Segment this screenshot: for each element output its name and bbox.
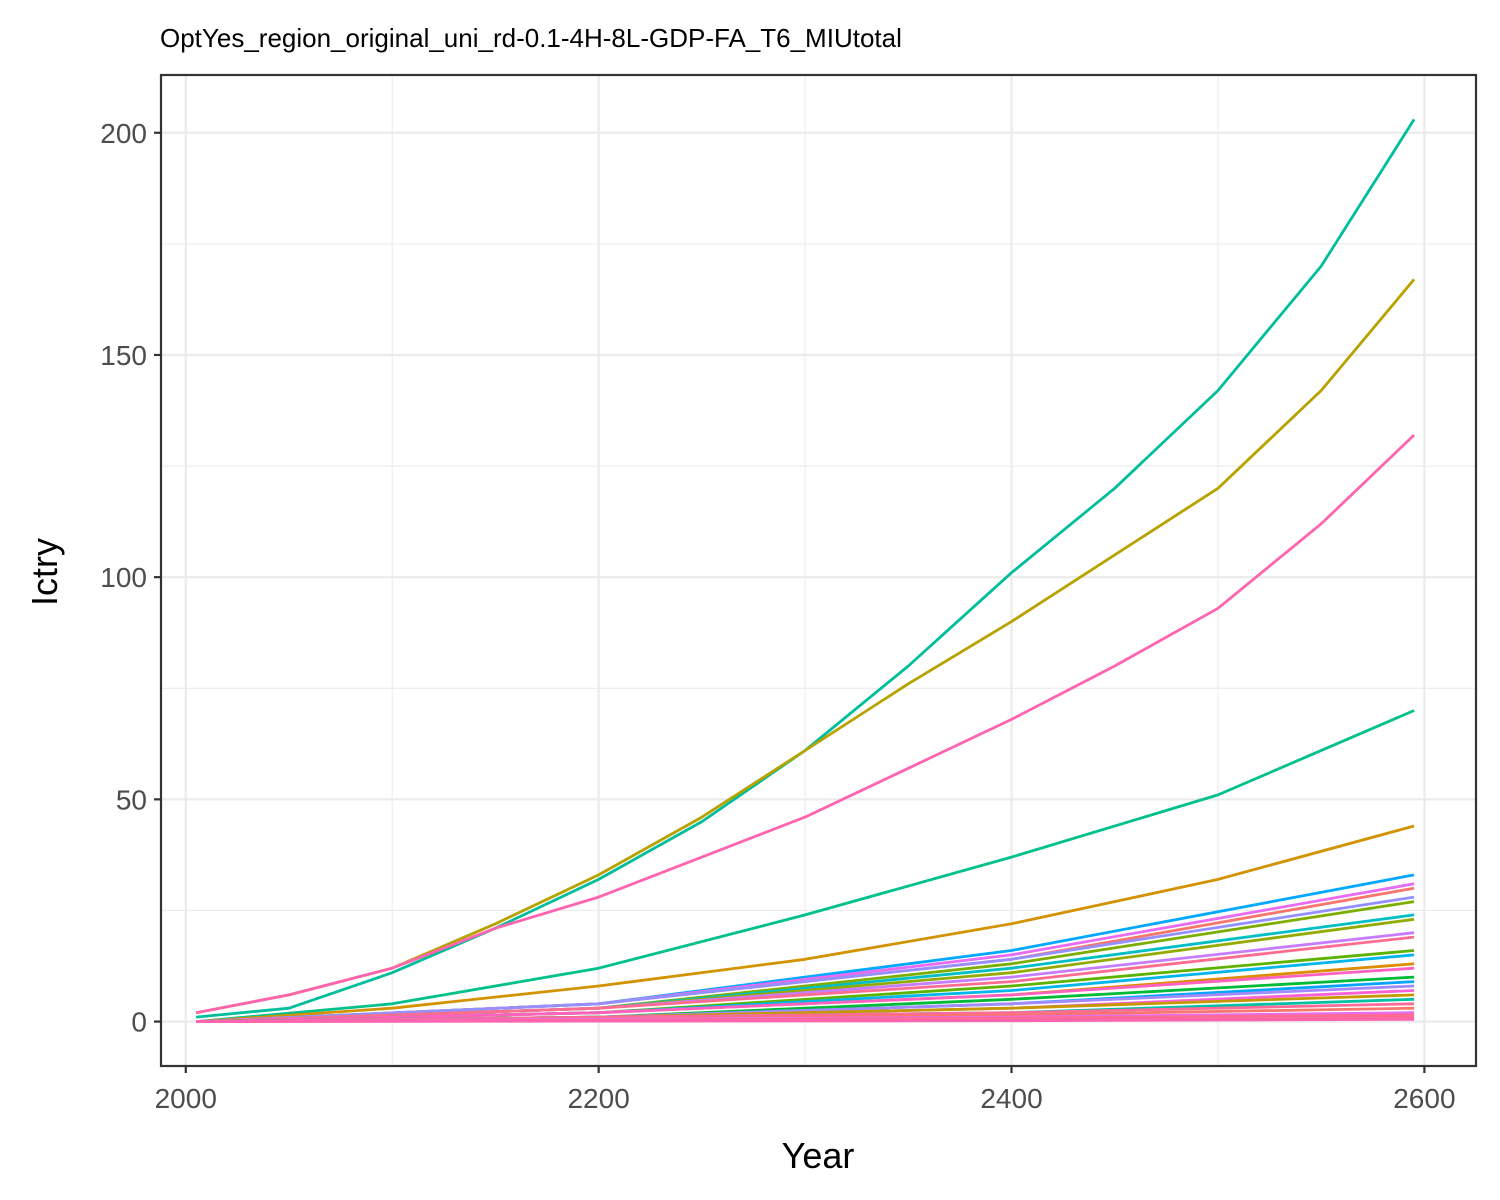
- series-line-14: [196, 935, 1415, 1023]
- series-line-3: [195, 433, 1416, 1015]
- series-line-9: [196, 895, 1415, 1023]
- x-tick-label: 2200: [567, 1083, 629, 1114]
- series-line-30: [196, 1017, 1415, 1023]
- grid: [161, 75, 1476, 1066]
- axis-ticks: 2000 2200 2400 2600 0 50 100 150 200: [100, 118, 1455, 1114]
- x-tick-label: 2600: [1393, 1083, 1455, 1114]
- x-tick-label: 2400: [980, 1083, 1042, 1114]
- series-line-18: [196, 966, 1415, 1023]
- panel-background: [161, 75, 1476, 1066]
- y-tick-label: 100: [100, 562, 147, 593]
- y-axis-title: Ictry: [24, 538, 65, 606]
- chart-title: OptYes_region_original_uni_rd-0.1-4H-8L-…: [160, 23, 902, 53]
- x-axis-title: Year: [782, 1135, 855, 1176]
- series-lines: [195, 118, 1416, 1023]
- series-line-5: [196, 824, 1415, 1023]
- x-tick-label: 2000: [155, 1083, 217, 1114]
- y-tick-label: 0: [131, 1007, 147, 1038]
- y-tick-label: 50: [116, 784, 147, 815]
- panel-border: [159, 73, 1478, 1068]
- y-tick-label: 200: [100, 118, 147, 149]
- series-line-4: [195, 709, 1415, 1023]
- y-tick-label: 150: [100, 340, 147, 371]
